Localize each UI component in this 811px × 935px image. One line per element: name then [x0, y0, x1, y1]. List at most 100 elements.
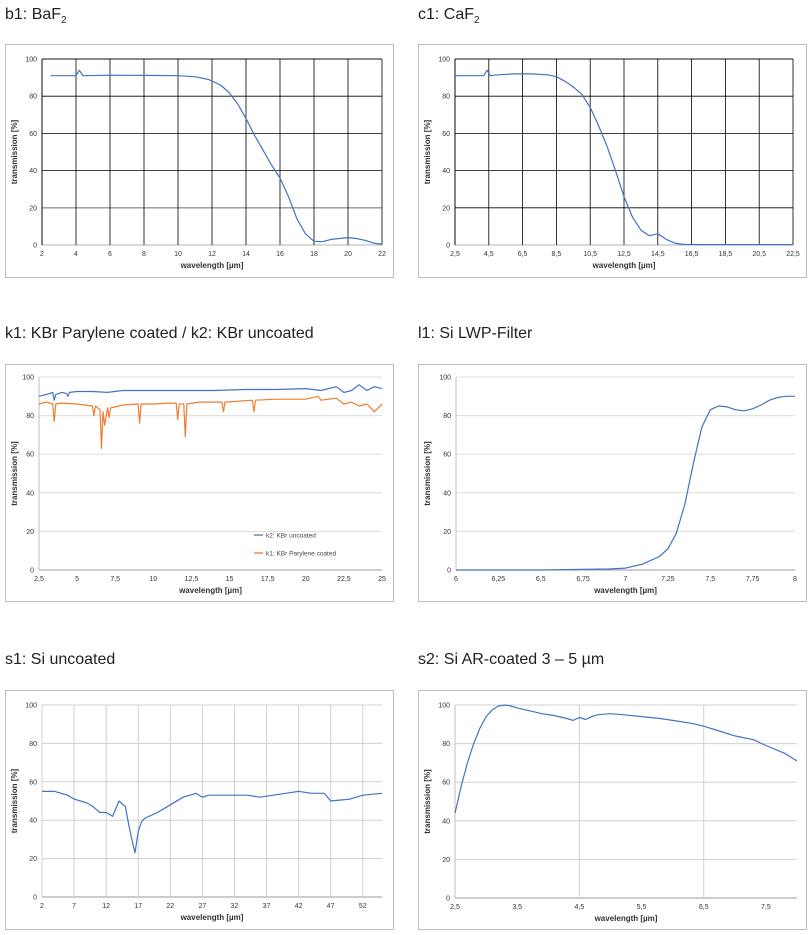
chart-k1: 0 20 40 60 80 100 2,5 5 7,5 10 12,5 15 17,5 20 22,5 25 w… [10, 375, 386, 596]
x-axis-title: wavelength [µm] [180, 913, 244, 922]
x-axis-title: wavelength [µm] [594, 914, 658, 923]
series-line-k1-1 [38, 395, 383, 450]
chart-b1: 0 20 40 60 80 100 2 4 6 8 10 12 14 16 18 20 22 wavelength… [10, 57, 386, 271]
x-tick-label: 6,5 [518, 251, 528, 258]
x-tick-label: 5,5 [637, 904, 647, 911]
x-tick-label: 2 [40, 903, 44, 910]
series-line-s2-0 [454, 704, 798, 814]
x-tick-label: 12,5 [617, 251, 631, 258]
x-tick-label: 18 [310, 251, 318, 258]
title-c1-main: c1: CaF [418, 6, 475, 23]
x-tick-label: 7,5 [110, 576, 120, 583]
series-line-c1-0 [455, 69, 793, 246]
x-tick-label: 2 [40, 251, 44, 258]
x-tick-label: 42 [295, 903, 303, 910]
panel-title-s2: s2: Si AR-coated 3 – 5 µm [418, 651, 605, 668]
x-tick-label: 12 [102, 903, 110, 910]
y-tick-label: 80 [26, 413, 34, 420]
x-tick-label: 7 [72, 903, 76, 910]
x-tick-label: 6,75 [576, 576, 590, 583]
y-axis-title: transmission [%] [423, 119, 432, 184]
y-tick-label: 100 [22, 375, 34, 382]
y-tick-label: 0 [30, 568, 34, 575]
x-axis-title: wavelength [µm] [178, 586, 242, 595]
x-tick-label: 5 [75, 576, 79, 583]
x-tick-label: 6,5 [536, 576, 546, 583]
x-tick-label: 6 [108, 251, 112, 258]
y-tick-label: 40 [26, 490, 34, 497]
y-tick-label: 80 [442, 94, 450, 101]
chart-frame-s1: 0 20 40 60 80 100 2 7 12 17 22 27 32 37 42 47 52 waveleng… [5, 690, 394, 930]
x-tick-label: 27 [198, 903, 206, 910]
y-tick-label: 40 [442, 818, 450, 825]
y-tick-label: 60 [29, 131, 37, 138]
y-tick-label: 100 [438, 57, 450, 64]
title-b1-sub: 2 [61, 15, 67, 27]
y-axis-title: transmission [%] [10, 119, 19, 184]
y-tick-label: 20 [29, 856, 37, 863]
y-tick-label: 20 [26, 529, 34, 536]
x-tick-label: 7 [624, 576, 628, 583]
x-tick-label: 10 [174, 251, 182, 258]
x-tick-label: 4,5 [484, 251, 494, 258]
series-line-s1-0 [42, 790, 383, 854]
x-tick-label: 2,5 [34, 576, 44, 583]
x-tick-label: 3,5 [512, 904, 522, 911]
chart-frame-l1: 0 20 40 60 80 100 6 6,25 6,5 6,75 7 7,25 7,5 7,75 8 wav… [418, 364, 807, 602]
chart-frame-k1: 0 20 40 60 80 100 2,5 5 7,5 10 12,5 15 17,5 20 22,5 25 w… [5, 364, 394, 602]
y-tick-label: 100 [25, 703, 37, 710]
x-tick-label: 6,5 [699, 904, 709, 911]
y-tick-label: 60 [26, 452, 34, 459]
x-tick-label: 12 [208, 251, 216, 258]
x-tick-label: 14 [242, 251, 250, 258]
x-tick-label: 20 [344, 251, 352, 258]
y-tick-label: 0 [33, 243, 37, 250]
x-tick-label: 18,5 [719, 251, 733, 258]
x-tick-label: 4,5 [574, 904, 584, 911]
y-axis-title: transmission [%] [423, 441, 432, 506]
y-tick-label: 80 [29, 741, 37, 748]
x-tick-label: 37 [263, 903, 271, 910]
y-tick-label: 60 [442, 131, 450, 138]
y-tick-label: 40 [443, 490, 451, 497]
y-tick-label: 60 [443, 452, 451, 459]
chart-s2: 0 20 40 60 80 100 2,5 3,5 4,5 5,5 6,5 7,5 wavelength… [423, 703, 798, 923]
x-tick-label: 14,5 [651, 251, 665, 258]
x-tick-label: 25 [378, 576, 386, 583]
y-tick-label: 100 [438, 703, 450, 710]
x-tick-label: 22,5 [786, 251, 800, 258]
panel-title-b1: b1: BaF2 [5, 6, 67, 26]
x-tick-label: 8 [793, 576, 797, 583]
title-b1-main: b1: BaF [5, 6, 62, 23]
x-tick-label: 20,5 [752, 251, 766, 258]
y-tick-label: 80 [442, 741, 450, 748]
x-tick-label: 16,5 [685, 251, 699, 258]
x-tick-label: 2,5 [450, 251, 460, 258]
chart-frame-s2: 0 20 40 60 80 100 2,5 3,5 4,5 5,5 6,5 7,5 wavelength… [418, 690, 807, 930]
x-tick-label: 20 [302, 576, 310, 583]
y-axis-title: transmission [%] [423, 769, 432, 834]
y-tick-label: 20 [442, 857, 450, 864]
y-tick-label: 20 [443, 529, 451, 536]
y-tick-label: 60 [442, 780, 450, 787]
series-line-k1-0 [38, 384, 383, 401]
y-tick-label: 0 [33, 895, 37, 902]
chart-frame-b1: 0 20 40 60 80 100 2 4 6 8 10 12 14 16 18 20 22 wavelength… [5, 44, 394, 278]
x-tick-label: 32 [231, 903, 239, 910]
y-tick-label: 80 [443, 413, 451, 420]
x-tick-label: 52 [359, 903, 367, 910]
y-tick-label: 20 [442, 205, 450, 212]
y-tick-label: 40 [442, 168, 450, 175]
x-tick-label: 7,75 [746, 576, 760, 583]
y-axis-title: transmission [%] [10, 768, 19, 833]
panel-title-k1: k1: KBr Parylene coated / k2: KBr uncoat… [5, 325, 314, 342]
x-tick-label: 17,5 [261, 576, 275, 583]
x-axis-title: wavelength [µm] [180, 261, 244, 270]
y-tick-label: 0 [447, 568, 451, 575]
x-tick-label: 4 [74, 251, 78, 258]
chart-frame-c1: 0 20 40 60 80 100 2,5 4,5 6,5 8,5 10,5 12,5 14,5 16,5… [418, 44, 807, 278]
panel-title-c1: c1: CaF2 [418, 6, 480, 26]
y-axis-title: transmission [%] [10, 441, 19, 506]
x-tick-label: 7,5 [761, 904, 771, 911]
